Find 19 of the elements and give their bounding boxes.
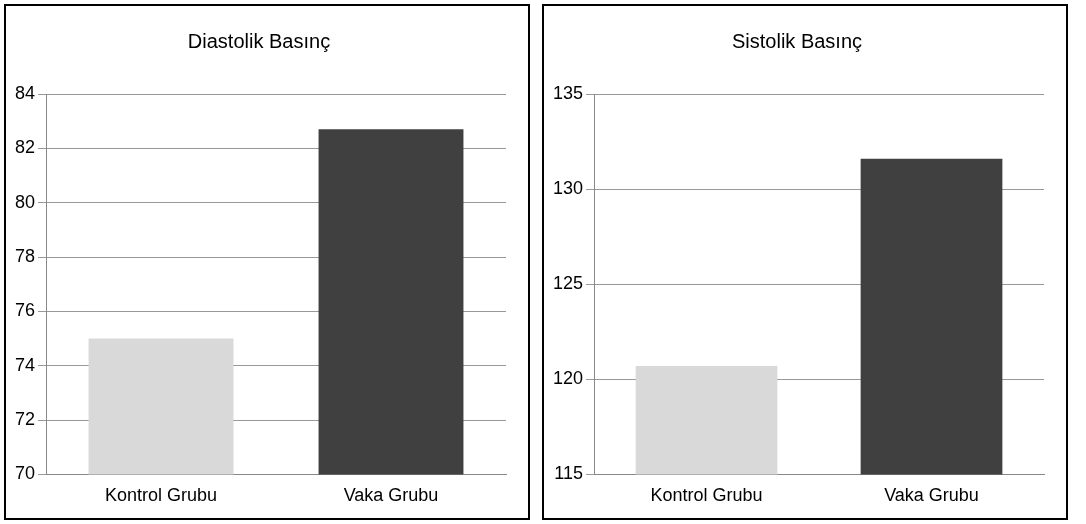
y-tick-label: 74 [14,354,36,375]
y-tick-label: 80 [14,191,36,212]
x-tick-label: Kontrol Grubu [650,485,763,506]
y-tick-label: 76 [14,300,36,321]
y-tick-label: 135 [552,82,584,103]
y-tick-label: 125 [552,273,584,294]
chart-title: Sistolik Basınç [731,29,863,52]
y-tick-label: 115 [554,463,584,484]
y-tick-label: 120 [552,368,584,389]
y-tick-label: 72 [14,409,36,430]
y-tick-label: 84 [14,82,36,103]
x-tick-label: Kontrol Grubu [104,485,218,506]
y-tick-label: 130 [552,178,584,199]
chart-title: Diastolik Basınç [187,29,331,52]
y-tick-label: 82 [14,137,36,158]
y-tick-label: 78 [14,246,36,266]
x-tick-label: Vaka Grubu [343,485,439,506]
y-tick-label: 70 [14,463,36,484]
x-tick-label: Vaka Grubu [884,485,979,506]
